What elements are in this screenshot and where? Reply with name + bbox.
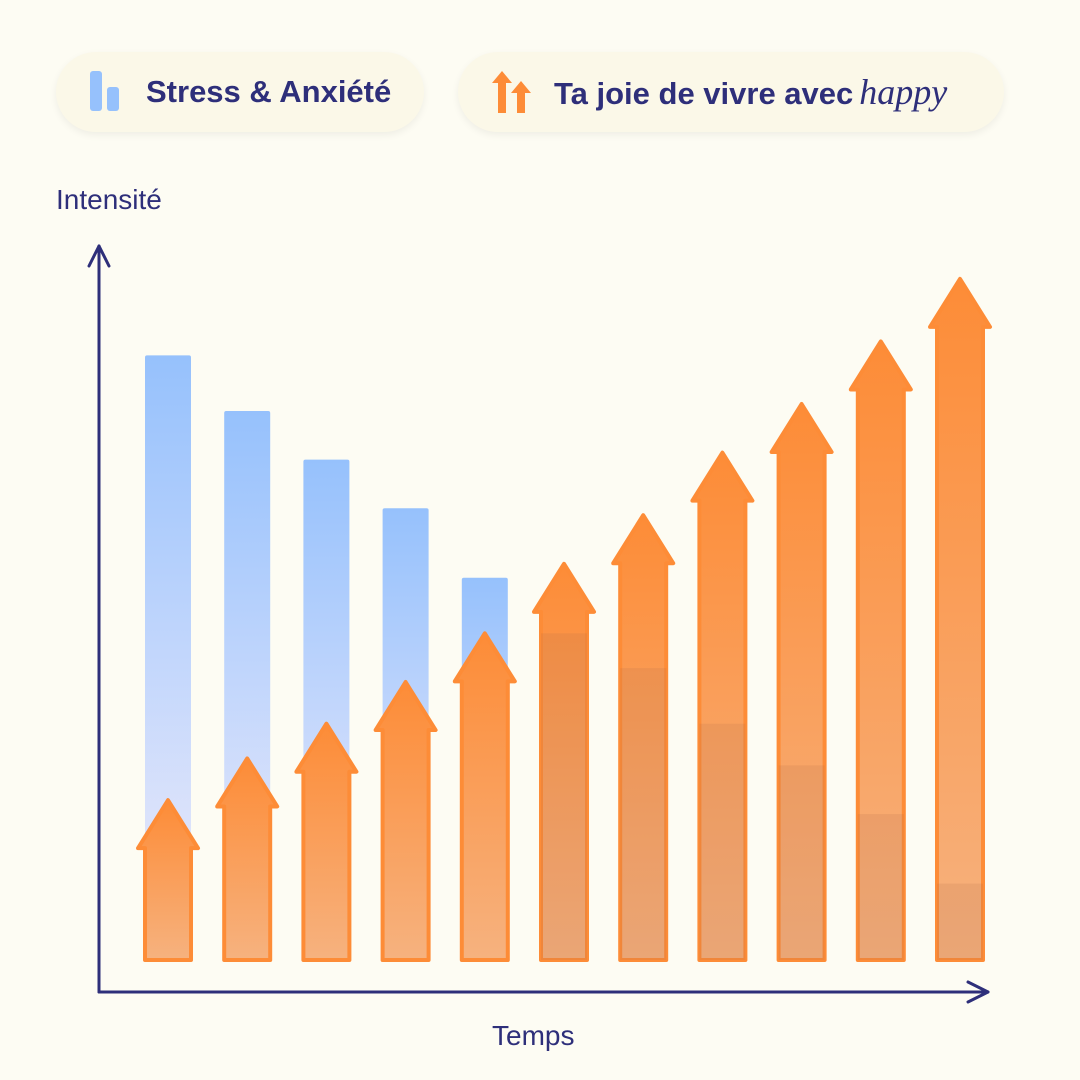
legend-label-stress: Stress & Anxiété bbox=[146, 74, 392, 109]
joy-arrow bbox=[215, 756, 280, 962]
joy-arrow bbox=[769, 402, 834, 962]
stress-overlap bbox=[778, 765, 825, 960]
legend-label-joy-text: Ta joie de vivre avec bbox=[554, 76, 854, 111]
joy-arrow bbox=[611, 513, 676, 962]
axes bbox=[87, 244, 990, 1004]
stress-overlap bbox=[620, 668, 667, 960]
legend-label-joy: Ta joie de vivre avec happy bbox=[554, 71, 947, 113]
joy-arrow bbox=[452, 631, 517, 962]
y-axis-arrowhead bbox=[87, 244, 111, 268]
y-axis-label: Intensité bbox=[56, 184, 162, 215]
legend-item-joy: Ta joie de vivre avec happy bbox=[458, 52, 1004, 132]
joy-arrow bbox=[373, 680, 438, 962]
stress-overlap bbox=[541, 633, 587, 960]
joy-arrow bbox=[136, 798, 200, 962]
bar-chart-icon bbox=[90, 71, 119, 111]
x-axis-label: Temps bbox=[492, 1020, 575, 1051]
joy-arrow bbox=[532, 561, 596, 962]
stress-bar bbox=[145, 355, 191, 961]
joy-arrow bbox=[690, 450, 755, 962]
joy-arrow bbox=[928, 276, 992, 962]
stress-overlap bbox=[857, 814, 904, 960]
stress-overlap bbox=[937, 883, 983, 960]
joy-series bbox=[136, 276, 992, 962]
legend-item-stress: Stress & Anxiété bbox=[56, 52, 424, 132]
stress-overlap bbox=[699, 723, 746, 960]
brand-name: happy bbox=[859, 72, 948, 112]
double-arrow-up-icon bbox=[492, 71, 531, 113]
joy-arrow bbox=[848, 339, 913, 962]
x-axis-arrowhead bbox=[966, 980, 990, 1004]
joy-arrow bbox=[294, 721, 359, 962]
